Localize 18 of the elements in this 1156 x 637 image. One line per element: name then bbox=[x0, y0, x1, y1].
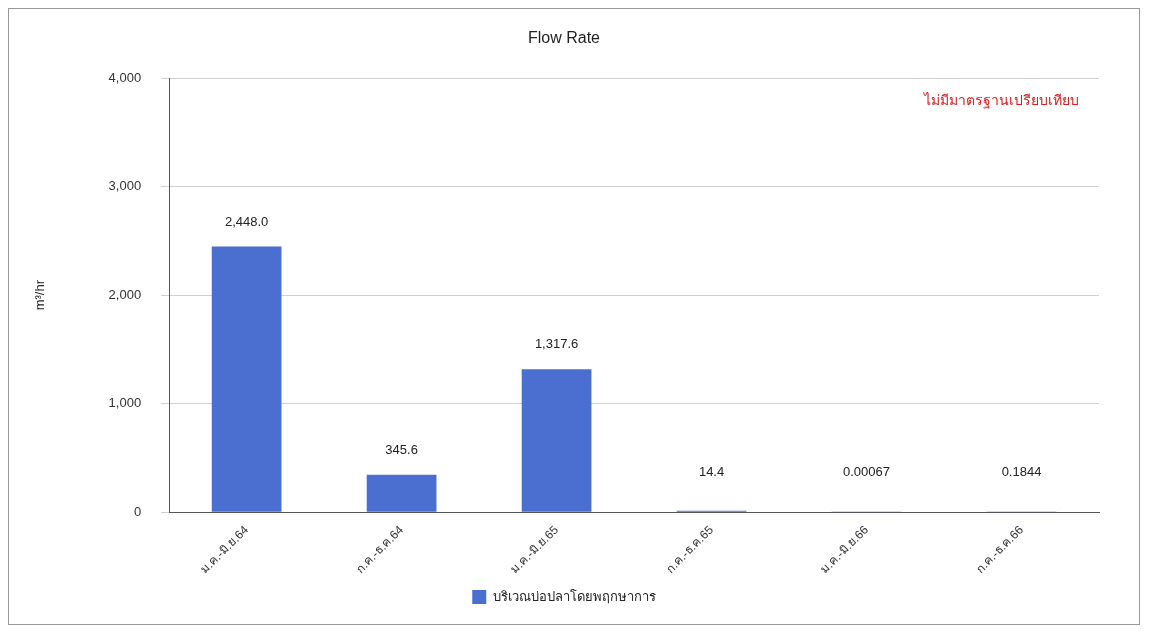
data-label: 14.4 bbox=[698, 464, 725, 480]
legend-label: บริเวณบ่อปลาโดยพฤกษาการ bbox=[492, 588, 656, 604]
y-axis-title: m³/hr bbox=[32, 279, 48, 311]
data-label: 345.6 bbox=[385, 441, 418, 457]
y-tick-label: 0 bbox=[133, 503, 142, 519]
bar bbox=[366, 474, 437, 512]
y-tick-label: 4,000 bbox=[108, 69, 142, 85]
data-label: 2,448.0 bbox=[224, 213, 269, 229]
y-tick-label: 2,000 bbox=[108, 286, 142, 302]
bar bbox=[521, 369, 592, 512]
y-tick-label: 1,000 bbox=[108, 395, 142, 411]
chart-title: Flow Rate bbox=[527, 29, 601, 47]
data-label: 1,317.6 bbox=[534, 336, 579, 352]
annotation: ไม่มีมาตรฐานเปรียบเทียบ bbox=[923, 92, 1079, 110]
data-label: 0.1844 bbox=[1001, 464, 1042, 480]
y-tick-label: 3,000 bbox=[108, 178, 142, 194]
data-label: 0.00067 bbox=[843, 464, 891, 480]
bar bbox=[211, 246, 282, 512]
